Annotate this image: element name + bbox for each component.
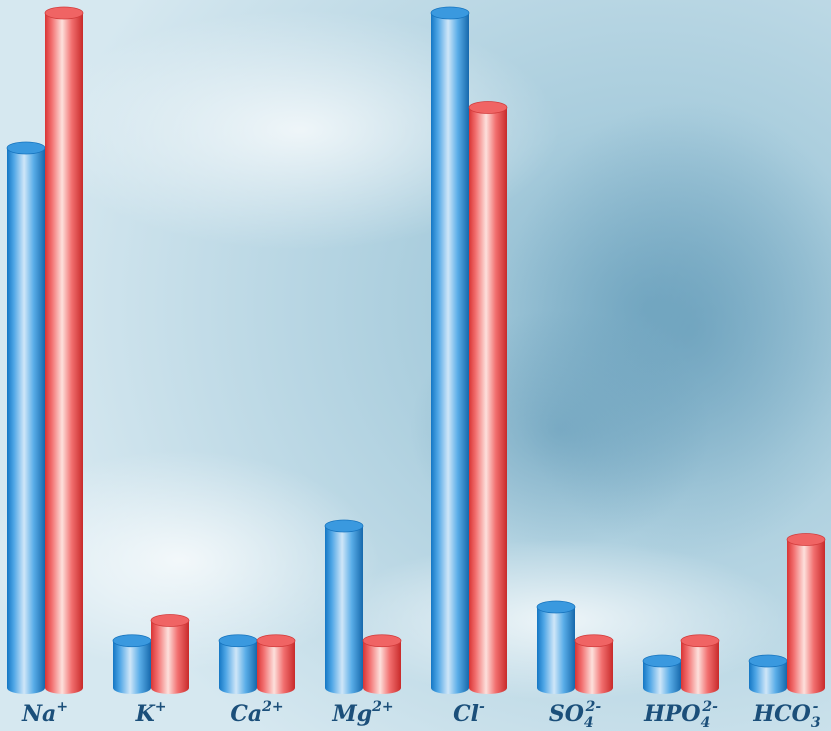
bar-top-cap — [256, 634, 296, 648]
bar — [786, 533, 826, 694]
bar-top-cap — [468, 101, 508, 114]
bar-body — [681, 640, 719, 694]
bar-body — [45, 13, 83, 694]
bar — [112, 634, 152, 694]
bar-top-cap — [362, 634, 402, 648]
foam-top — [40, 10, 560, 250]
bar — [256, 634, 296, 694]
bar — [468, 101, 508, 694]
bar-top-cap — [430, 6, 470, 20]
bar-body — [431, 13, 469, 694]
x-tick-label: Ca2+ — [230, 699, 283, 727]
bar-body — [469, 107, 507, 694]
bar — [642, 654, 682, 694]
bar-body — [749, 661, 787, 694]
x-tick-label: Cl- — [453, 699, 485, 727]
bar-body — [7, 148, 45, 694]
bar-body — [643, 661, 681, 694]
bar-top-cap — [324, 519, 364, 533]
bar-top-cap — [150, 614, 190, 627]
tick-superscript: - — [813, 699, 819, 715]
bar — [536, 600, 576, 694]
x-tick-label: K+ — [135, 699, 167, 727]
tick-superscript: + — [56, 699, 68, 715]
bar-body — [325, 526, 363, 694]
tick-base: SO — [549, 701, 584, 727]
bar-body — [257, 640, 295, 694]
bar-top-cap — [680, 634, 720, 648]
bar — [324, 519, 364, 694]
tick-superscript: 2+ — [261, 699, 283, 715]
tick-base: Na — [21, 701, 56, 727]
tick-superscript: + — [155, 699, 167, 715]
x-tick-label: HPO42- — [643, 699, 718, 731]
bar — [430, 6, 470, 694]
x-tick-labels: Na+ K+ Ca2+ Mg2+ Cl- SO42- HPO42- HCO3- — [21, 699, 821, 731]
bar-body — [575, 640, 613, 694]
tick-subscript: 4 — [584, 715, 594, 731]
tick-base: HPO — [643, 701, 701, 727]
bar-body — [363, 640, 401, 694]
bar-body — [537, 607, 575, 694]
bar — [748, 654, 788, 694]
tick-subscript: 3 — [811, 715, 821, 731]
bar-top-cap — [218, 634, 258, 648]
tick-superscript: 2- — [701, 699, 718, 715]
foam-bottom — [0, 450, 380, 670]
tick-base: K — [135, 701, 156, 727]
bar — [362, 634, 402, 694]
bar — [44, 6, 84, 694]
bar — [150, 614, 190, 694]
bar-body — [151, 620, 189, 694]
bar-top-cap — [748, 654, 788, 668]
bar-top-cap — [44, 6, 84, 20]
tick-superscript: - — [479, 699, 485, 715]
bar-top-cap — [786, 533, 826, 546]
tick-base: HCO — [752, 701, 810, 727]
bar-body — [787, 539, 825, 694]
bar — [218, 634, 258, 694]
bar — [574, 634, 614, 694]
x-tick-label: Mg2+ — [331, 699, 393, 727]
bar-top-cap — [112, 634, 152, 648]
bar-body — [113, 640, 151, 694]
tick-base: Cl — [453, 701, 479, 727]
bar-top-cap — [642, 654, 682, 668]
bar-top-cap — [536, 600, 576, 614]
bar — [6, 141, 46, 694]
tick-superscript: 2+ — [371, 699, 393, 715]
bar — [680, 634, 720, 694]
tick-base: Ca — [230, 701, 262, 727]
bar-body — [219, 640, 257, 694]
x-tick-label: HCO3- — [752, 699, 820, 731]
tick-base: Mg — [331, 701, 372, 727]
tick-superscript: 2- — [585, 699, 602, 715]
bar-top-cap — [574, 634, 614, 648]
x-tick-label: Na+ — [21, 699, 68, 727]
bars-layer — [6, 6, 826, 694]
bar-top-cap — [6, 141, 46, 155]
x-tick-label: SO42- — [549, 699, 602, 731]
tick-subscript: 4 — [701, 715, 711, 731]
